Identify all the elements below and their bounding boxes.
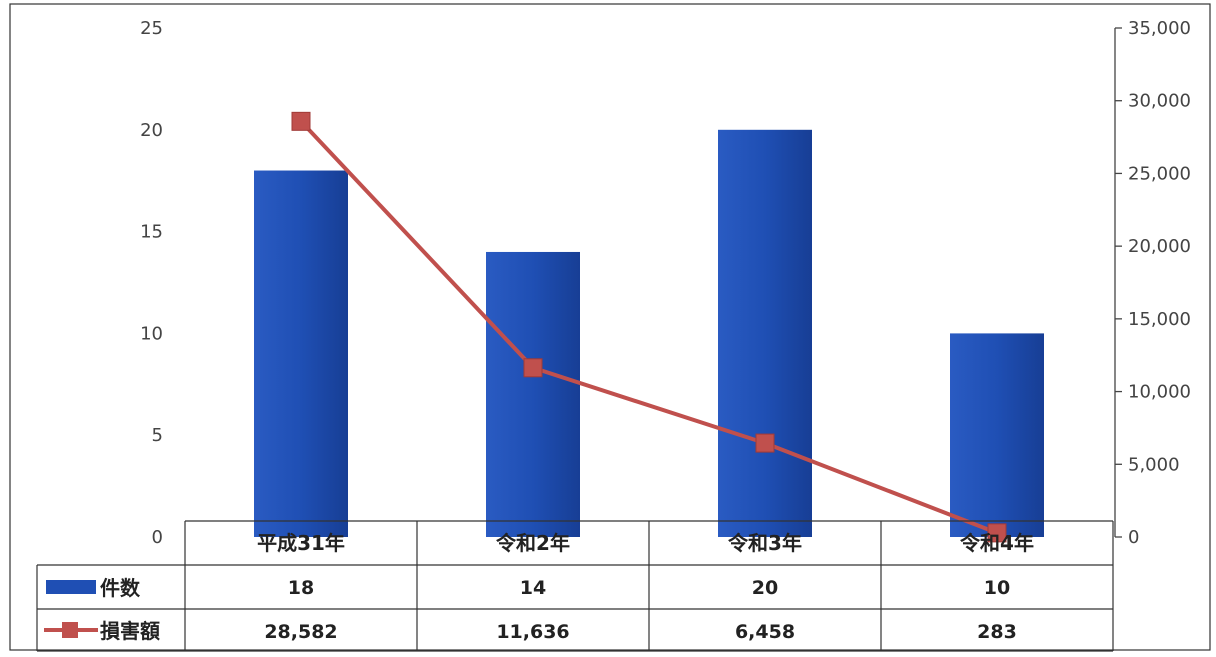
table-cell: 10: [984, 577, 1010, 599]
legend-label-count: 件数: [100, 576, 141, 600]
table-cell: 11,636: [496, 621, 569, 643]
right-tick-label: 5,000: [1128, 454, 1180, 475]
right-tick-label: 20,000: [1128, 236, 1191, 257]
line-marker-3: [755, 433, 775, 453]
category-label: 令和3年: [728, 531, 802, 555]
table-cell: 14: [520, 577, 546, 599]
table-cell: 6,458: [735, 621, 795, 643]
left-axis-ticks: 0 5 10 15 20 25: [140, 18, 163, 548]
legend-label-damage: 損害額: [100, 619, 160, 643]
table-cell: 28,582: [264, 621, 337, 643]
damage-line: [299, 119, 998, 535]
right-tick-label: 0: [1128, 527, 1139, 548]
bar-4: [950, 333, 1044, 537]
bar-3: [718, 129, 812, 538]
left-tick-label: 25: [140, 18, 163, 39]
bars: [254, 129, 1044, 538]
right-tick-label: 30,000: [1128, 91, 1191, 112]
legend-key-bar: [46, 580, 96, 594]
right-axis: 0 5,000 10,000 15,000 20,000 25,000 30,000 35,0…: [1114, 18, 1191, 548]
category-label: 令和4年: [960, 531, 1034, 555]
table-cell: 20: [752, 577, 778, 599]
table-cell: 283: [977, 621, 1017, 643]
left-tick-label: 0: [152, 527, 163, 548]
bar-1: [254, 170, 348, 537]
table-cell: 18: [288, 577, 314, 599]
left-tick-label: 15: [140, 222, 163, 243]
line-marker-4: [987, 523, 1007, 543]
left-tick-label: 20: [140, 120, 163, 141]
line-marker-1: [291, 111, 311, 131]
data-table: 平成31年 令和2年 令和3年 令和4年 18 14 20 10 28,582 11,636 6,4…: [36, 520, 1114, 652]
right-tick-label: 10,000: [1128, 382, 1191, 403]
left-tick-label: 5: [152, 425, 163, 446]
legend-key-marker: [62, 622, 78, 638]
right-tick-label: 15,000: [1128, 309, 1191, 330]
bar-2: [486, 251, 580, 537]
line-marker-2: [523, 358, 543, 378]
right-tick-label: 35,000: [1128, 18, 1191, 39]
chart-frame: [9, 3, 1211, 651]
category-label: 令和2年: [496, 531, 570, 555]
right-tick-label: 25,000: [1128, 163, 1191, 184]
category-label: 平成31年: [257, 531, 345, 555]
line-series: [291, 111, 1007, 543]
left-tick-label: 10: [140, 323, 163, 344]
